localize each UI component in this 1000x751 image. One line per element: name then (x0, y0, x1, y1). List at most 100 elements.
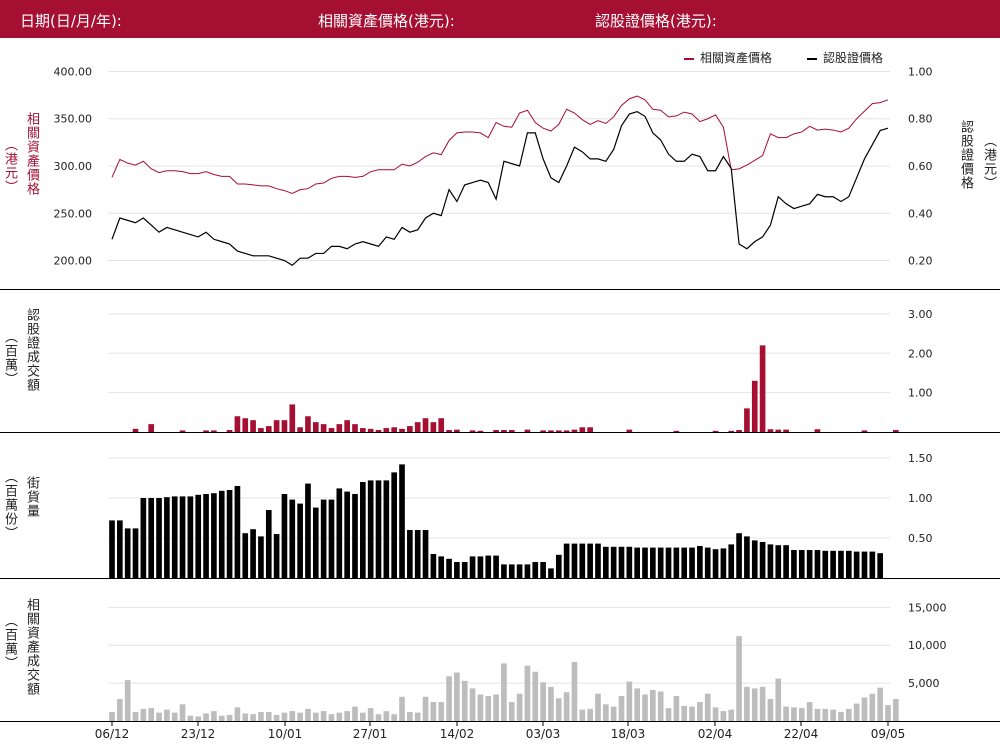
underlying-turnover-bar (140, 708, 147, 721)
outstanding-bar (595, 543, 601, 578)
underlying-turnover-bar (869, 693, 876, 721)
underlying-turnover-bar (657, 691, 664, 721)
warrant-turnover-bar (728, 430, 735, 432)
outstanding-bar (610, 546, 617, 578)
warrant-turnover-bar (579, 427, 586, 432)
warrant-turnover-bar (289, 404, 296, 432)
warrant-turnover-bar (751, 380, 758, 432)
underlying-turnover-bar (579, 709, 586, 721)
warrant-turnover-bar (312, 422, 319, 432)
outstanding-bar (736, 533, 742, 578)
warrant-turnover-title: 認股證成交額 (24, 308, 39, 392)
left-tick-label: 250.00 (54, 207, 93, 220)
underlying-turnover-bar (885, 705, 891, 721)
outstanding-bar (775, 545, 782, 578)
outstanding-bar (822, 550, 829, 578)
left-tick-label: 350.00 (54, 113, 93, 126)
underlying-turnover-bar (148, 708, 155, 721)
warrant-price-label: 認股證價格(港元): (595, 12, 717, 30)
outstanding-bar (148, 498, 155, 578)
x-tick-label: 18/03 (611, 727, 646, 741)
outstanding-bar (258, 536, 264, 578)
outstanding-bar (430, 554, 437, 578)
legend-warrant: 認股證價格 (807, 49, 883, 66)
underlying-turnover-bar (360, 712, 366, 721)
outstanding-unit: （百萬份） (2, 470, 17, 540)
underlying-turnover-bar (783, 706, 789, 721)
underlying-turnover-bar (853, 703, 860, 721)
warrant-turnover-bar (430, 422, 437, 432)
warrant-turnover-bar (626, 429, 633, 432)
warrant-turnover-bar (375, 430, 382, 432)
underlying-turnover-bar (407, 711, 413, 721)
legend-underlying-label: 相關資產價格 (700, 51, 773, 65)
underlying-turnover-bar (587, 708, 593, 721)
outstanding-bar (783, 545, 789, 578)
underlying-turnover-bar (265, 711, 272, 721)
warrant-turnover-bar (226, 430, 233, 432)
warrant-turnover-tick-label: 3.00 (908, 308, 933, 321)
underlying-turnover-tick-label: 5,000 (908, 677, 940, 690)
underlying-turnover-bar (312, 712, 319, 721)
warrant-turnover-bar (744, 408, 750, 432)
legend-underlying-swatch (684, 57, 694, 60)
outstanding-bar (375, 480, 382, 578)
outstanding-bar (312, 507, 319, 578)
warrant-turnover-bar (414, 422, 421, 432)
underlying-turnover-bar (454, 672, 460, 721)
header-bar: 日期(日/月/年): 相關資產價格(港元): 認股證價格(港元): (0, 0, 1000, 38)
underlying-turnover-bar (117, 699, 123, 721)
outstanding-bar (838, 550, 844, 578)
underlying-turnover-bar (493, 694, 499, 721)
outstanding-bar (540, 562, 546, 578)
underlying-turnover-bar (399, 696, 405, 721)
underlying-turnover-bar (156, 712, 162, 721)
outstanding-bar (195, 494, 202, 578)
underlying-turnover-bar (391, 714, 398, 721)
underlying-turnover-bar (650, 689, 656, 721)
underlying-turnover-bar (610, 706, 617, 721)
outstanding-bar (124, 528, 131, 578)
left-tick-label: 200.00 (54, 255, 93, 268)
underlying-turnover-bar (642, 694, 648, 721)
underlying-turnover-bar (124, 680, 131, 721)
underlying-turnover-bar (187, 715, 194, 721)
outstanding-bar (140, 498, 147, 578)
underlying-turnover-bar (446, 676, 452, 721)
x-tick-label: 03/03 (526, 727, 561, 741)
outstanding-bar (744, 536, 750, 578)
x-tick-label: 22/04 (784, 727, 819, 741)
outstanding-bar (289, 499, 296, 578)
outstanding-bar (407, 530, 413, 578)
outstanding-bar (501, 564, 507, 578)
outstanding-bar (830, 550, 836, 578)
outstanding-bar (657, 547, 664, 578)
underlying-turnover-bar (461, 680, 468, 721)
outstanding-tick-label: 0.50 (908, 532, 933, 545)
outstanding-bar (751, 540, 758, 578)
warrant-turnover-bar (775, 429, 782, 432)
outstanding-bar (273, 534, 280, 578)
underlying-turnover-bar (430, 702, 437, 721)
outstanding-bar (524, 564, 531, 578)
underlying-turnover-bar (555, 698, 562, 721)
underlying-turnover-bar (234, 707, 241, 721)
x-tick-label: 10/01 (268, 727, 303, 741)
underlying-turnover-bar (438, 702, 445, 721)
warrant-turnover-bar (258, 428, 264, 432)
underlying-turnover-bar (595, 693, 601, 721)
outstanding-bar (438, 556, 445, 578)
outstanding-bar (712, 549, 719, 578)
legend-underlying: 相關資產價格 (684, 49, 772, 66)
underlying-turnover-bar (297, 712, 303, 721)
underlying-turnover-bar (305, 708, 311, 721)
warrant-turnover-bar (179, 430, 186, 432)
underlying-price-line (111, 95, 889, 194)
warrant-turnover-bar (211, 430, 217, 432)
outstanding-bar (422, 530, 429, 578)
outstanding-bar (618, 546, 625, 578)
warrant-turnover-bar (861, 430, 868, 432)
underlying-turnover-bar (273, 714, 280, 721)
underlying-turnover-bar (681, 705, 688, 721)
outstanding-bar (485, 555, 492, 578)
